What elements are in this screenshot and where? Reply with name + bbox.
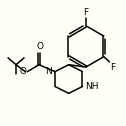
Text: F: F	[110, 63, 115, 72]
Text: F: F	[83, 8, 88, 17]
Text: O: O	[19, 67, 26, 75]
Text: NH: NH	[85, 82, 99, 91]
Text: N: N	[45, 67, 52, 75]
Text: O: O	[37, 42, 44, 51]
